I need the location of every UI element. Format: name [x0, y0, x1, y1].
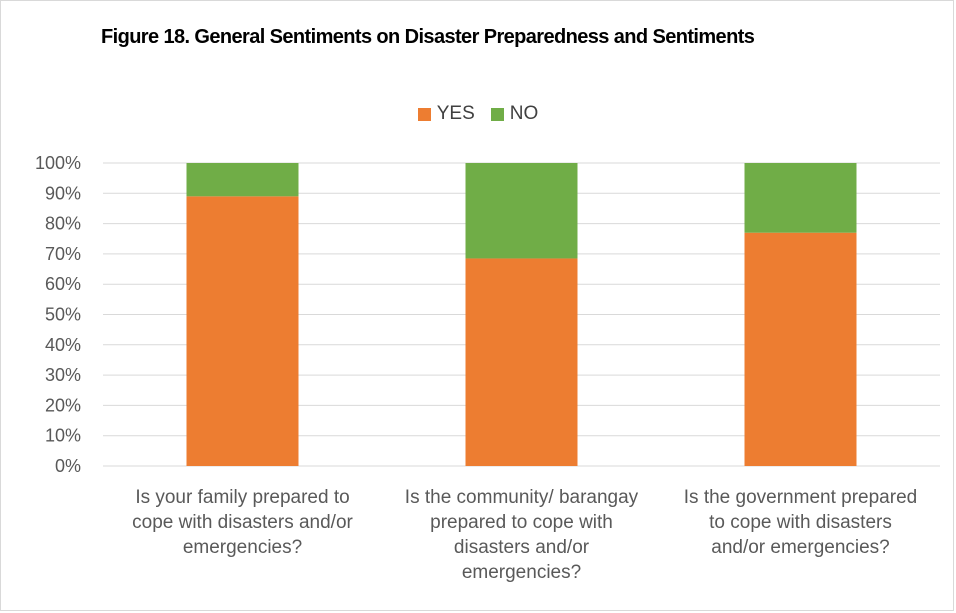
bar-no-2 — [465, 163, 578, 259]
legend-item-yes: YES — [417, 103, 475, 125]
y-tick-label: 100% — [35, 153, 81, 173]
legend-item-no: NO — [490, 103, 539, 125]
legend-label-no: NO — [509, 103, 539, 124]
bar-yes-3 — [744, 232, 857, 466]
y-tick-label: 80% — [45, 214, 81, 234]
bar-yes-2 — [465, 258, 578, 466]
legend: YES NO — [0, 101, 956, 127]
y-tick-label: 10% — [45, 426, 81, 446]
y-tick-label: 90% — [45, 183, 81, 203]
bar-no-3 — [744, 163, 857, 233]
x-category-label: Is your family prepared to cope with disa… — [132, 487, 353, 558]
y-tick-label: 50% — [45, 305, 81, 325]
chart-title: Figure 18. General Sentiments on Disaste… — [101, 26, 755, 48]
bar-no-1 — [186, 163, 299, 197]
y-tick-label: 60% — [45, 274, 81, 294]
x-category-label: Is the government prepared to cope with d… — [684, 487, 917, 558]
y-tick-label: 30% — [45, 365, 81, 385]
legend-swatch-yes — [417, 107, 431, 121]
x-category-label: Is the community/ barangay prepared to co… — [405, 487, 639, 583]
bar-yes-1 — [186, 196, 299, 466]
y-tick-label: 0% — [55, 456, 81, 476]
legend-label-yes: YES — [436, 103, 475, 124]
y-tick-label: 40% — [45, 335, 81, 355]
y-tick-label: 20% — [45, 395, 81, 415]
y-tick-label: 70% — [45, 244, 81, 264]
legend-swatch-no — [490, 107, 504, 121]
